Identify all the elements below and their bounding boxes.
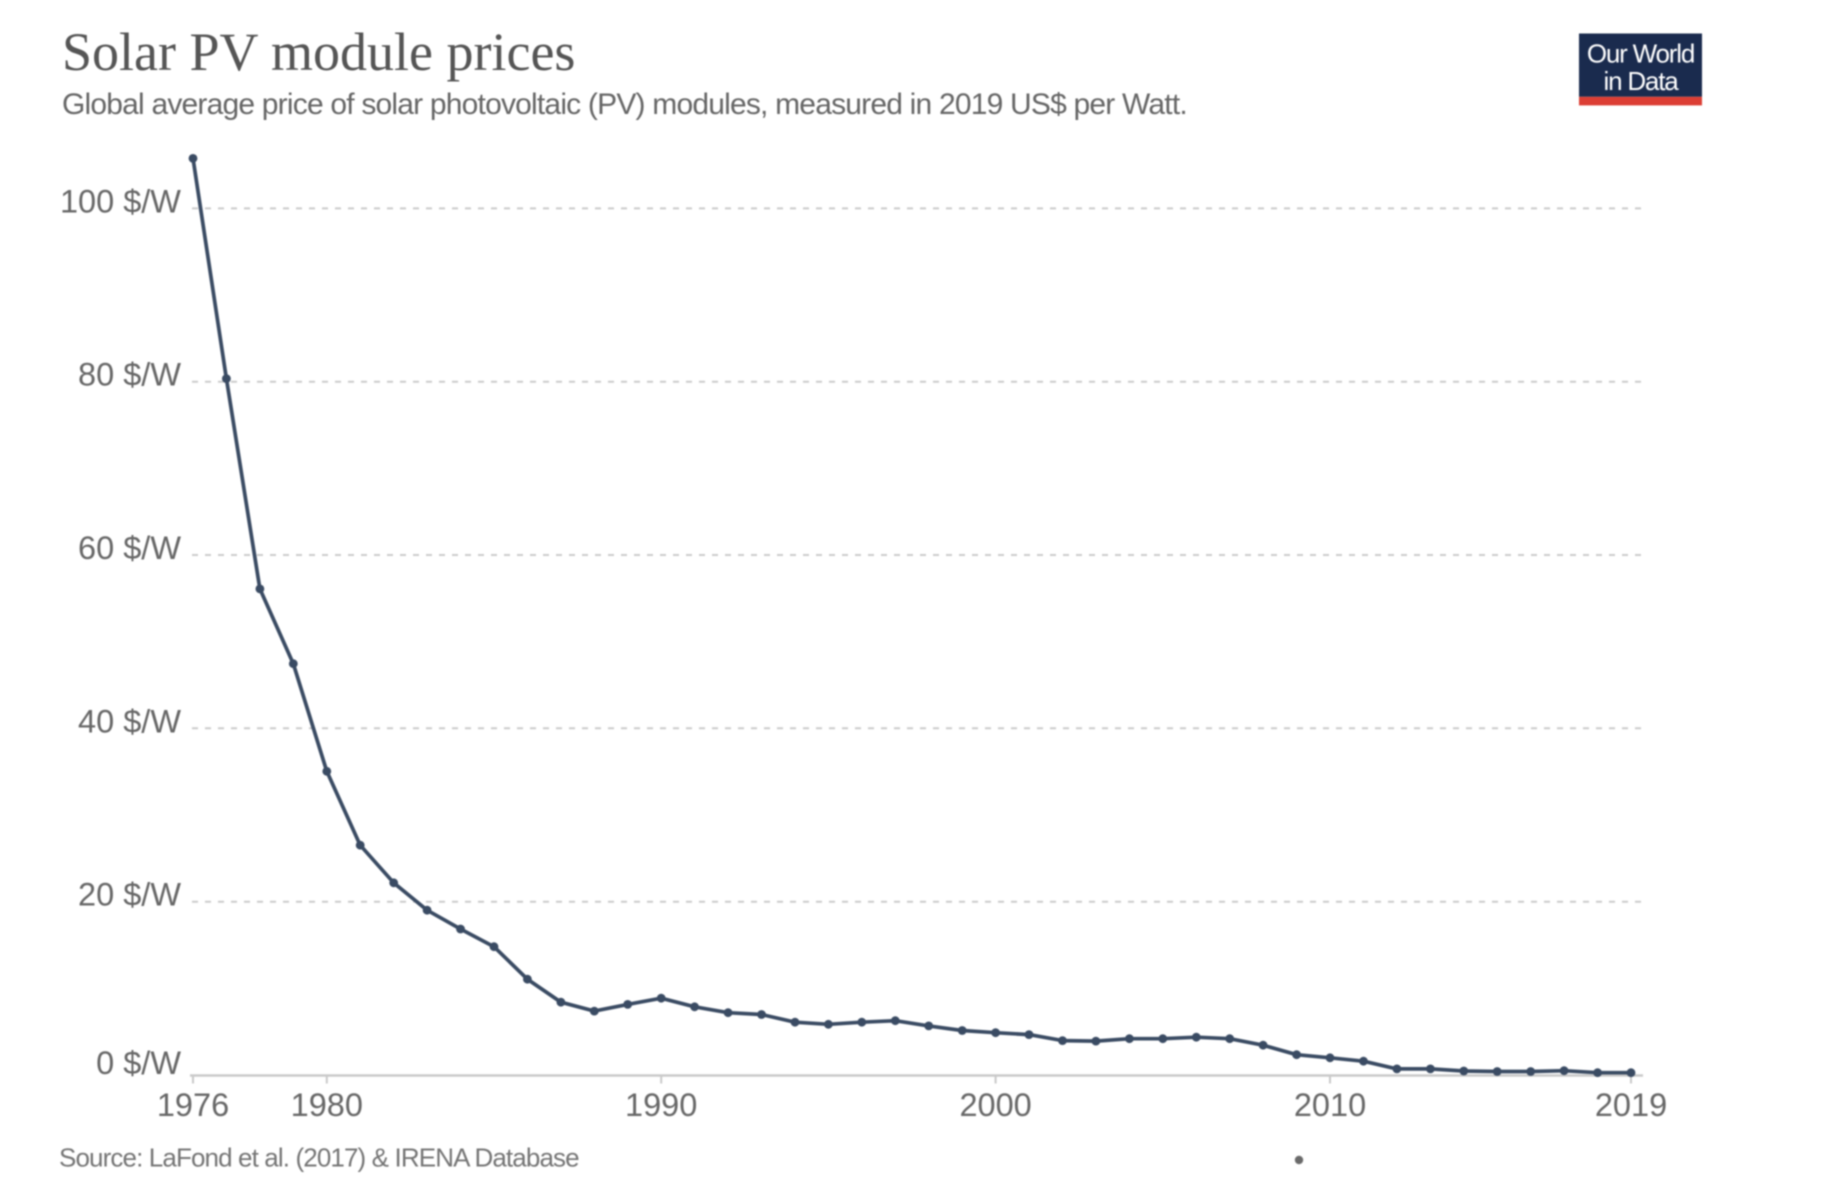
svg-text:1976: 1976 — [157, 1087, 229, 1123]
svg-text:2000: 2000 — [959, 1087, 1031, 1123]
svg-text:1990: 1990 — [625, 1087, 697, 1123]
svg-text:1980: 1980 — [291, 1087, 363, 1123]
svg-text:2019: 2019 — [1595, 1087, 1667, 1123]
svg-text:20 $/W: 20 $/W — [78, 877, 181, 913]
svg-text:40 $/W: 40 $/W — [78, 703, 181, 739]
svg-text:100 $/W: 100 $/W — [60, 183, 181, 219]
svg-text:60 $/W: 60 $/W — [78, 530, 181, 566]
svg-text:Solar PV module prices: Solar PV module prices — [62, 22, 575, 82]
svg-text:Our World: Our World — [1587, 39, 1694, 69]
svg-text:Global average price of solar: Global average price of solar photovolta… — [62, 88, 1187, 121]
svg-text:80 $/W: 80 $/W — [78, 357, 181, 393]
svg-text:in Data: in Data — [1604, 66, 1680, 96]
svg-text:Source: LaFond et al. (2017) &: Source: LaFond et al. (2017) & IRENA Dat… — [59, 1143, 579, 1173]
svg-text:0 $/W: 0 $/W — [96, 1045, 181, 1081]
svg-text:2010: 2010 — [1294, 1087, 1366, 1123]
